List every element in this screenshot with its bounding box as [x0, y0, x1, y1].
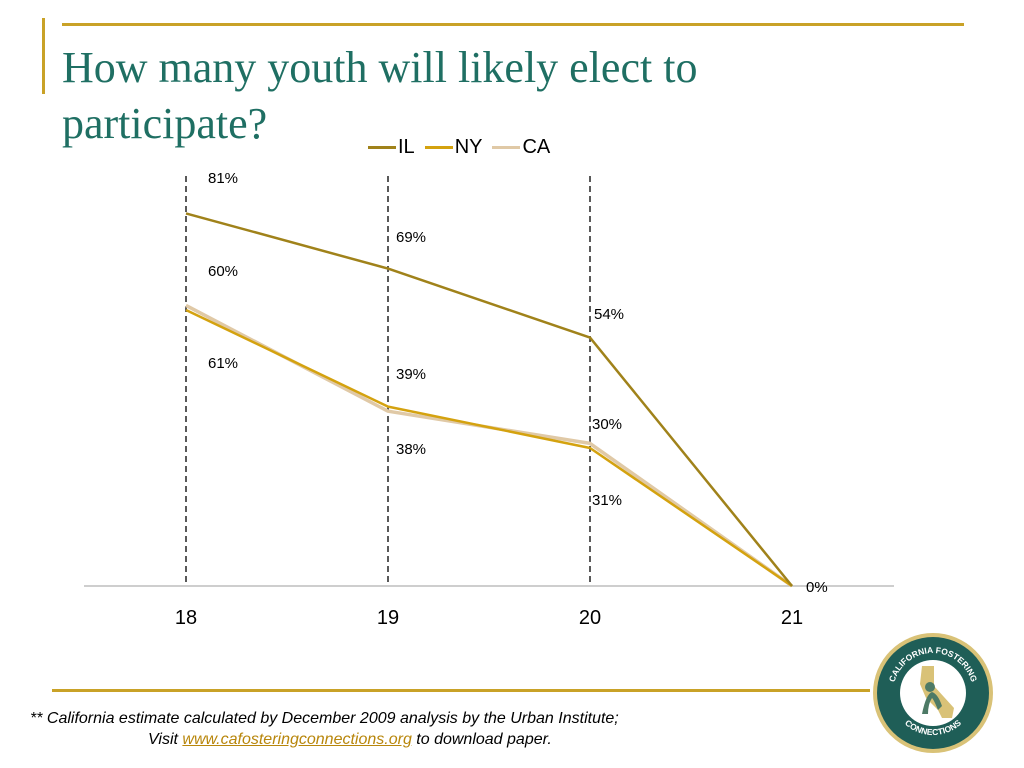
legend-item-ny: NY	[424, 135, 483, 159]
data-label-5: 39%	[396, 366, 426, 383]
line-chart: 18 19 20 21 81% 60% 61% 69% 39% 38% 54% 30% 31% 0%	[84, 170, 894, 629]
legend-swatch-ca	[492, 145, 521, 149]
x-tick-label-18: 18	[175, 607, 197, 629]
chart-legend: IL NY CA	[368, 134, 560, 160]
footnote-link[interactable]: www.cafosteringconnections.org	[182, 731, 412, 748]
footnote-visit-text: Visit	[148, 731, 183, 748]
footnote-line-2: Visit www.cafosteringconnections.org to …	[30, 729, 820, 750]
data-label-7: 54%	[594, 306, 624, 323]
series-line-ny	[185, 308, 793, 588]
series-line-il	[185, 212, 793, 587]
legend-item-ca: CA	[492, 136, 550, 159]
data-label-1: 81%	[208, 170, 238, 187]
series-line-ca	[185, 303, 794, 588]
data-label-10: 0%	[806, 579, 828, 596]
data-label-4: 69%	[396, 229, 426, 246]
legend-swatch-il	[368, 145, 396, 149]
x-tick-label-21: 21	[781, 607, 803, 629]
figure-head-icon	[925, 682, 935, 692]
legend-label-ny: NY	[454, 135, 483, 158]
legend-item-il: IL	[368, 136, 415, 159]
x-tick-label-20: 20	[579, 607, 601, 629]
data-label-8: 30%	[592, 416, 622, 433]
footnote: ** California estimate calculated by Dec…	[30, 708, 820, 750]
slide-title: How many youth will likely elect to part…	[62, 43, 698, 148]
legend-label-ca: CA	[522, 135, 551, 158]
figure-body-icon	[922, 692, 942, 714]
left-rule	[42, 18, 45, 94]
data-label-3: 61%	[208, 355, 238, 372]
data-label-6: 38%	[396, 441, 426, 458]
bottom-rule	[52, 689, 870, 692]
legend-swatch-ny	[424, 145, 453, 149]
california-map-icon	[920, 666, 954, 718]
data-label-9: 31%	[592, 492, 622, 509]
legend-label-il: IL	[398, 135, 415, 158]
x-tick-label-19: 19	[377, 607, 399, 629]
california-fostering-connections-logo: CALIFORNIA FOSTERING CONNECTIONS	[873, 633, 993, 753]
footnote-line-1: ** California estimate calculated by Dec…	[30, 710, 619, 727]
top-rule	[62, 23, 964, 26]
footnote-suffix-text: to download paper.	[411, 731, 552, 748]
data-label-2: 60%	[208, 263, 238, 280]
